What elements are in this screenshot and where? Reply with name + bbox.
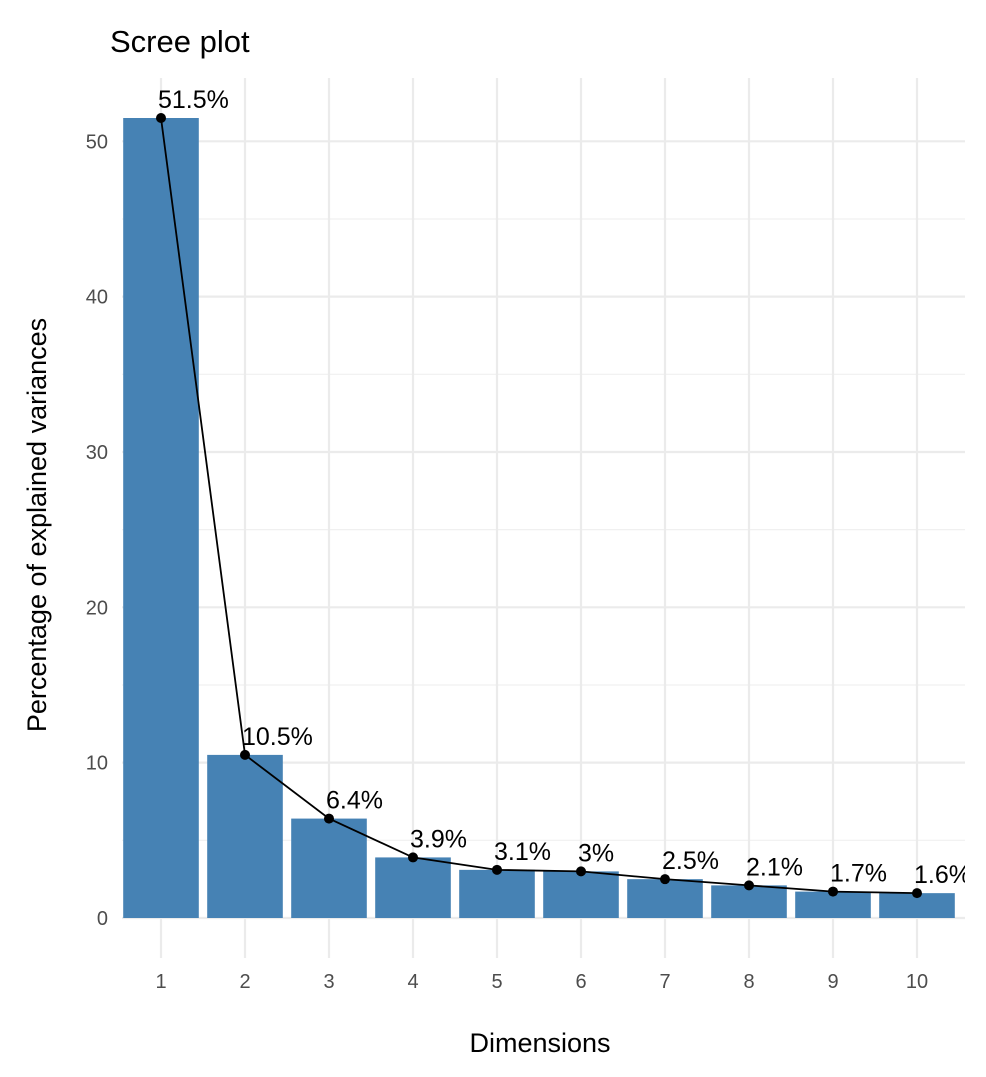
value-label: 2.5%	[662, 847, 719, 875]
y-tick-label: 10	[86, 753, 108, 775]
bar	[711, 885, 787, 918]
x-tick-label: 10	[906, 971, 928, 993]
value-labels: 51.5% 10.5% 6.4% 3.9% 3.1% 3% 2.5% 2.1% 1.7% 1.6%	[158, 86, 971, 889]
value-label: 3%	[578, 839, 614, 867]
value-label: 6.4%	[326, 787, 383, 815]
y-axis-label: Percentage of explained variances	[22, 318, 52, 732]
point	[912, 888, 922, 899]
point	[324, 813, 334, 824]
x-tick-label: 1	[155, 971, 166, 993]
bar	[543, 871, 619, 918]
x-tick-label: 4	[407, 971, 418, 993]
value-label: 10.5%	[242, 723, 313, 751]
point	[576, 866, 586, 877]
point	[156, 113, 166, 123]
overlay	[156, 113, 922, 899]
point	[240, 749, 250, 760]
x-tick-label: 3	[323, 971, 334, 993]
x-tick-label: 8	[743, 971, 754, 993]
x-axis-label: Dimensions	[469, 1028, 610, 1058]
x-tick-label: 6	[575, 971, 586, 993]
value-label: 3.9%	[410, 825, 467, 853]
trend-line	[160, 117, 918, 895]
bar	[375, 857, 451, 918]
bar	[627, 879, 703, 918]
value-label: 2.1%	[746, 853, 803, 881]
x-tick-label: 9	[827, 971, 838, 993]
bar	[123, 118, 199, 918]
bar	[459, 869, 535, 918]
y-tick-label: 20	[86, 597, 108, 619]
value-label: 1.6%	[914, 861, 971, 889]
point	[492, 864, 502, 875]
y-tick-label: 50	[86, 131, 108, 153]
y-tick-label: 0	[97, 908, 108, 930]
bars	[123, 118, 955, 918]
value-label: 1.7%	[830, 860, 887, 888]
chart-title: Scree plot	[110, 24, 250, 59]
x-tick-label: 5	[491, 971, 502, 993]
value-label: 51.5%	[158, 86, 229, 114]
point	[744, 880, 754, 891]
point	[828, 886, 838, 897]
y-tick-label: 30	[86, 442, 108, 464]
bar	[207, 754, 283, 918]
point	[408, 852, 418, 863]
x-tick-label: 7	[659, 971, 670, 993]
point	[660, 874, 670, 885]
y-tick-label: 40	[86, 287, 108, 309]
value-label: 3.1%	[494, 838, 551, 866]
x-tick-label: 2	[239, 971, 250, 993]
bar	[291, 818, 367, 918]
